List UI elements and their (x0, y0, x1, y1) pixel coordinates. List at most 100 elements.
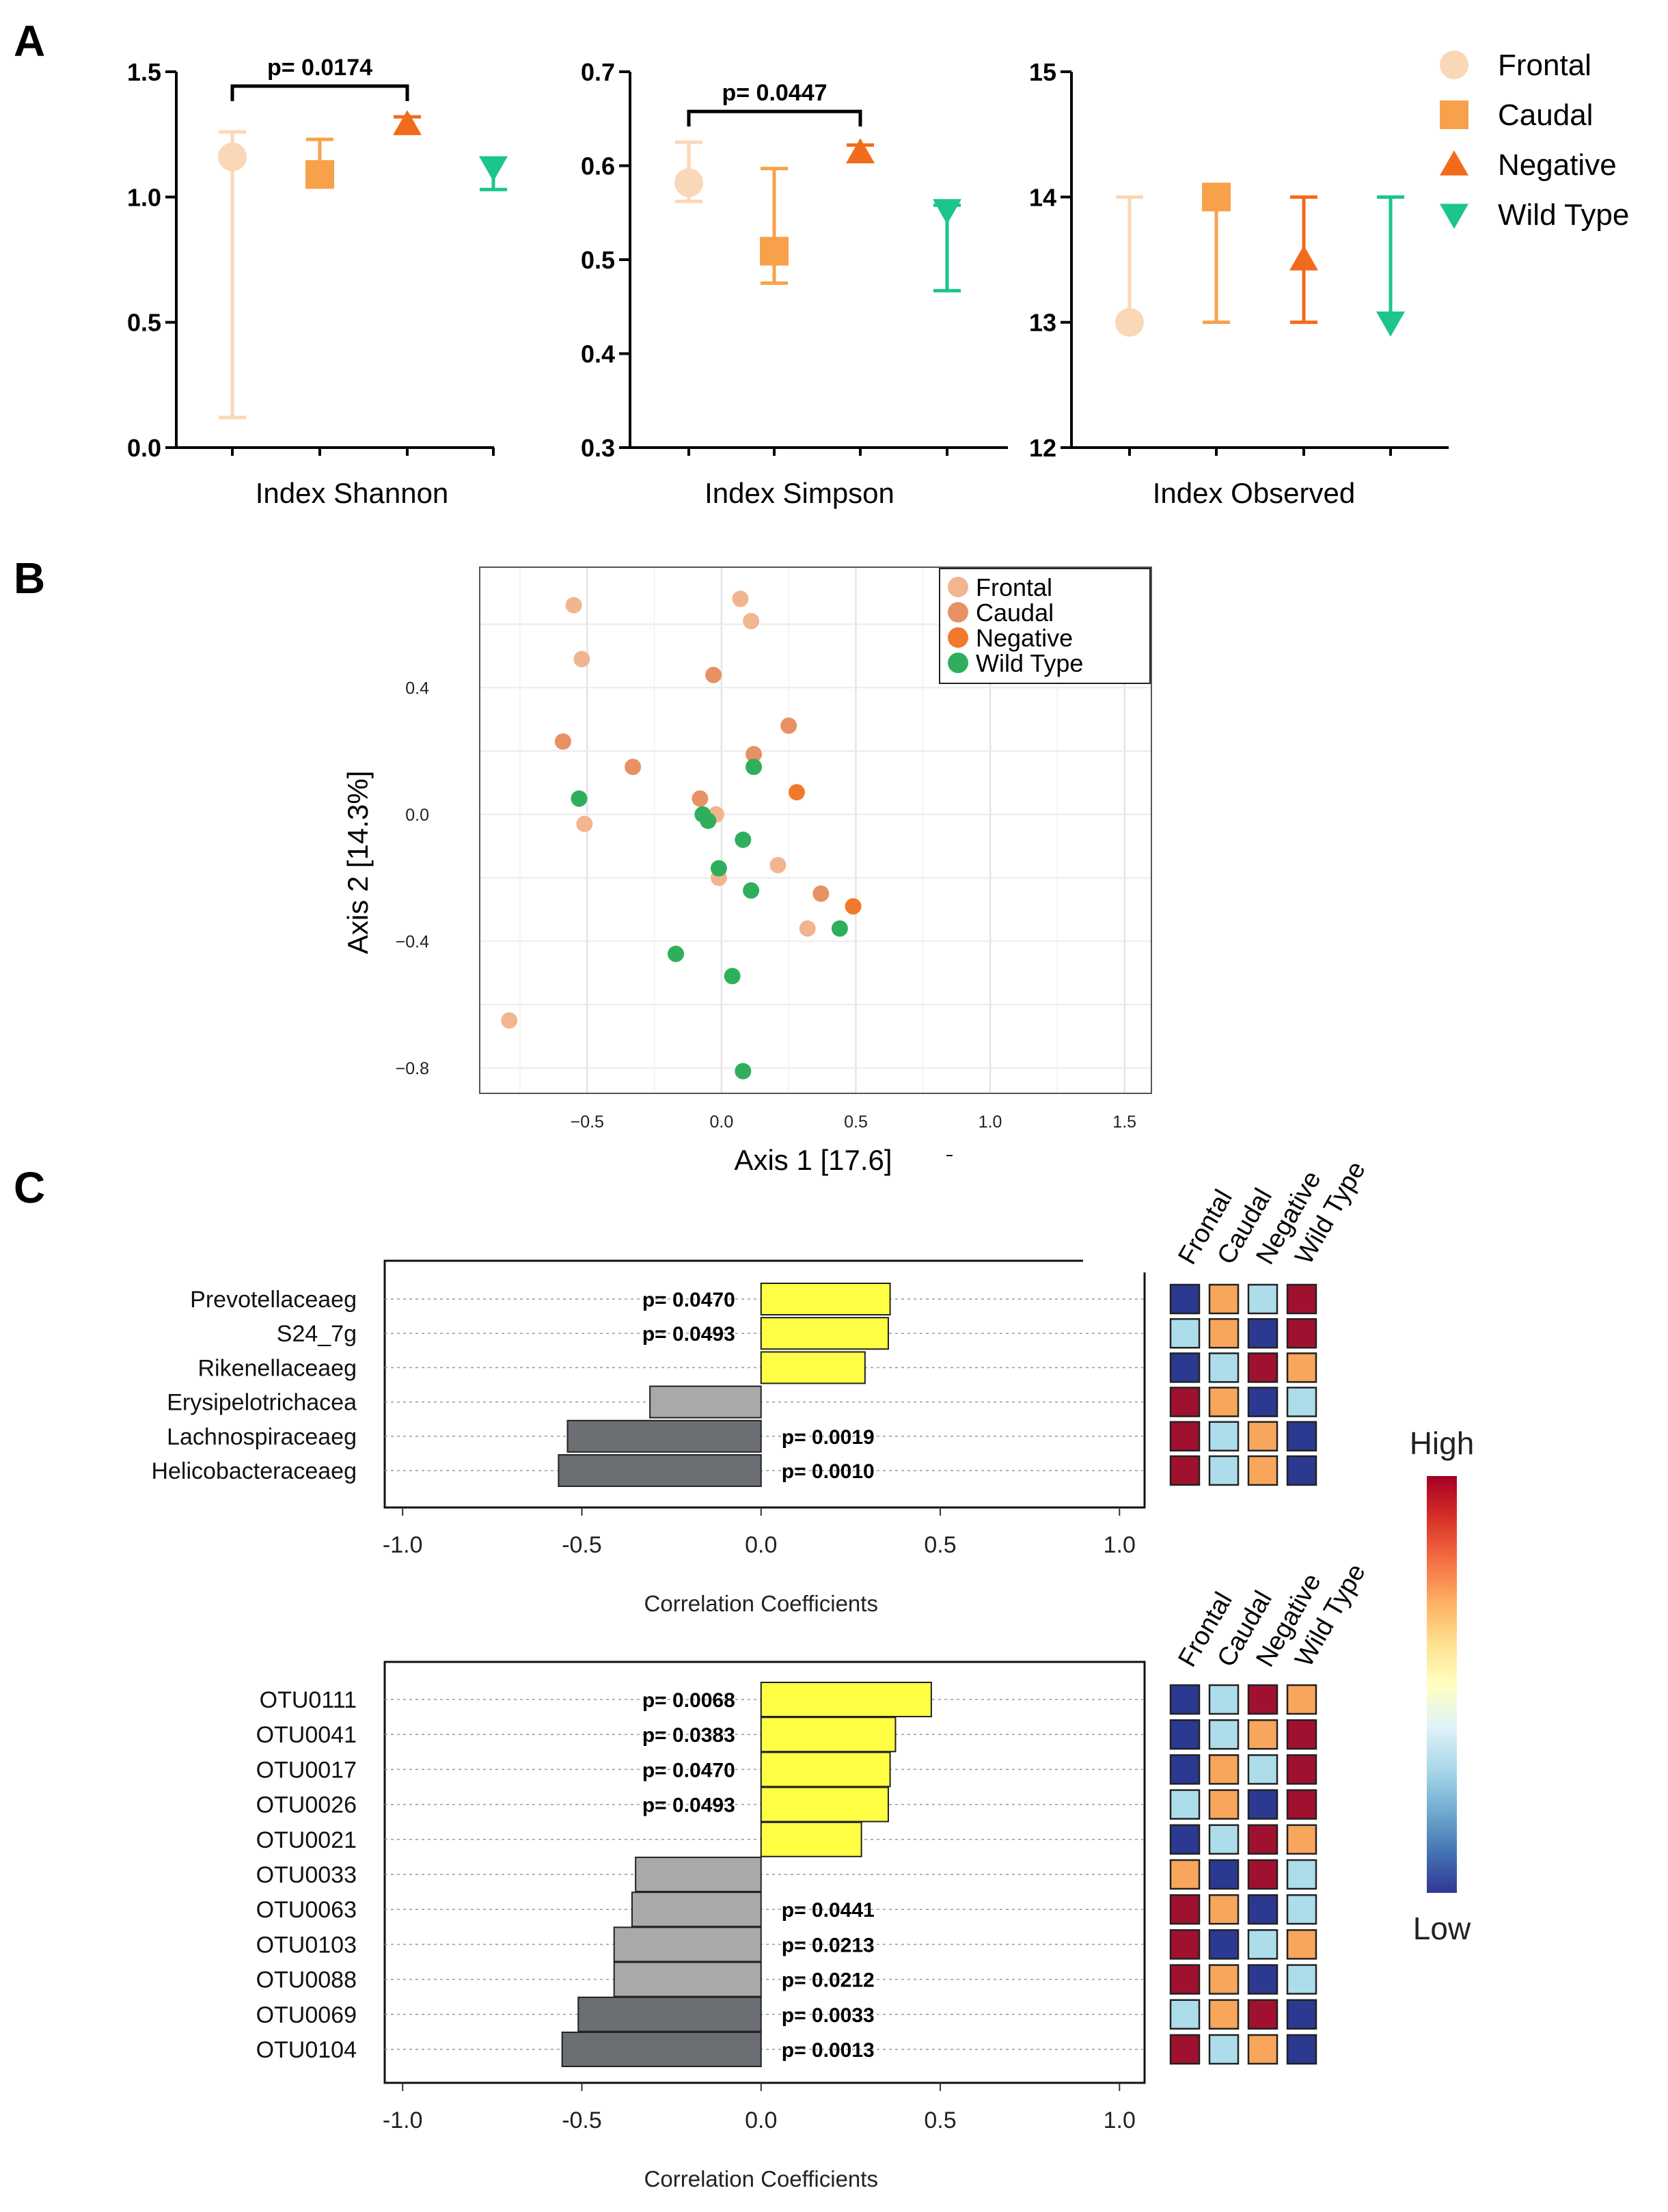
legend-item-wild-type: Wild Type (948, 649, 1083, 677)
marker-caudal (305, 160, 334, 189)
category-label: Prevotellaceaeg (190, 1287, 357, 1313)
panel-b-pcoa: −0.5 0.0 0.5 1.0 1.5 −0.8 −0.4 0.0 0.4 Axis 1 [17… (342, 566, 1152, 1176)
x-tick-label: 0.0 (745, 1532, 777, 1558)
category-label: OTU0033 (256, 1862, 357, 1888)
bar-helicobacteraceaeg (558, 1454, 762, 1487)
point-negative (846, 138, 875, 163)
pvalue-label: p= 0.0441 (782, 1899, 875, 1922)
point-negative (1289, 195, 1318, 325)
heat-cell-frontal (1169, 1859, 1201, 1890)
chart-shannon: 0.0 0.5 1.0 1.5 Index Shannon p= 0.0174 (127, 55, 508, 509)
data-point (780, 717, 797, 734)
heat-cell-negative (1247, 1387, 1279, 1417)
plot-frame (383, 1259, 1146, 1509)
heat-cell-caudal (1208, 1283, 1240, 1315)
x-axis-label: Axis 1 [17.6] (734, 1144, 892, 1176)
legend-label: Caudal (1498, 98, 1593, 132)
x-tick-label: 1.0 (1104, 2107, 1136, 2133)
category-label: OTU0063 (256, 1897, 357, 1923)
y-tick-label: 14 (1029, 183, 1056, 211)
data-point (692, 790, 709, 807)
heat-cell-negative (1247, 2034, 1279, 2065)
data-point (573, 651, 590, 668)
colorbar-high-label: High (1410, 1425, 1475, 1461)
marker-wild-type (933, 199, 961, 225)
data-point (799, 920, 816, 937)
heat-cell-negative (1247, 1317, 1279, 1349)
point-caudal (760, 167, 789, 285)
marker-negative (393, 110, 422, 135)
point-negative (393, 110, 422, 135)
marker-frontal (1115, 308, 1144, 337)
pvalue-label: p= 0.0013 (782, 2039, 875, 2062)
legend-item-caudal: Caudal (1440, 98, 1593, 132)
y-axis-label: Axis 2 [14.3%] (342, 771, 374, 954)
x-axis-label: Correlation Coefficients (644, 2166, 878, 2191)
heat-cell-wild-type (1286, 1894, 1317, 1925)
heat-cell-wild-type (1286, 1789, 1317, 1820)
pvalue-label: p= 0.0470 (642, 1759, 735, 1781)
x-tick-label: 1.5 (1112, 1112, 1136, 1132)
series-frontal (501, 590, 816, 1029)
legend-dot (948, 627, 968, 648)
bar-prevotellaceaeg (760, 1283, 891, 1315)
data-point (724, 968, 741, 985)
bar-otu0111 (760, 1682, 932, 1717)
bar-otu0063 (631, 1892, 762, 1928)
legend-marker-wild-type (1440, 204, 1468, 229)
frame-gap-corner (1143, 1259, 1148, 1271)
x-axis-label: Index Shannon (256, 477, 449, 509)
marker-wild-type (479, 156, 508, 182)
marker-caudal (1202, 182, 1231, 212)
heat-cell-frontal (1169, 1999, 1201, 2030)
category-label: OTU0021 (256, 1827, 357, 1853)
point-wild-type (1376, 195, 1405, 337)
pvalue-label: p= 0.0019 (782, 1426, 875, 1449)
pvalue-label: p= 0.0033 (782, 2004, 875, 2027)
legend-label: Frontal (976, 573, 1052, 601)
data-point (710, 860, 727, 877)
y-tick-label: 0.0 (127, 434, 161, 462)
heat-cell-caudal (1208, 1317, 1240, 1349)
y-tick-label: 0.3 (581, 434, 615, 462)
legend-label: Caudal (976, 599, 1054, 627)
data-point (746, 746, 763, 763)
heat-cell-wild-type (1286, 2034, 1317, 2065)
legend-item-wild-type: Wild Type (1440, 198, 1629, 232)
panel-label-c: C (14, 1163, 45, 1212)
heat-cell-negative (1247, 1964, 1279, 1995)
bar-otu0021 (760, 1821, 862, 1857)
heat-cell-frontal (1169, 1824, 1201, 1855)
legend-item-frontal: Frontal (948, 573, 1052, 601)
category-label: OTU0041 (256, 1722, 357, 1748)
legend-label: Negative (1498, 148, 1617, 182)
x-tick-label: 1.0 (979, 1112, 1002, 1132)
data-point (769, 857, 787, 874)
legend-label: Negative (976, 624, 1073, 652)
colorbar-gradient (1427, 1476, 1457, 1893)
category-label: Lachnospiraceaeg (167, 1424, 357, 1450)
pvalue-label: p= 0.0213 (782, 1934, 875, 1956)
x-tick-label: -1.0 (383, 1532, 423, 1558)
marker-frontal (218, 142, 247, 172)
heat-cell-caudal (1208, 1859, 1240, 1890)
y-tick-label: −0.8 (396, 1059, 429, 1078)
x-tick-label: 0.5 (924, 2107, 956, 2133)
data-point (735, 831, 752, 848)
heat-cell-caudal (1208, 1754, 1240, 1785)
legend-dot (948, 653, 968, 673)
x-axis-label: Correlation Coefficients (644, 1591, 878, 1616)
data-point (831, 920, 848, 937)
legend-box (939, 568, 1151, 684)
marker-negative (846, 138, 875, 163)
significance-bracket (230, 84, 409, 101)
category-label: Rikenellaceaeg (198, 1355, 357, 1381)
heat-cell-negative (1247, 1719, 1279, 1750)
y-tick-label: 0.5 (127, 309, 161, 337)
heat-cell-wild-type (1286, 1455, 1317, 1486)
category-label: OTU0088 (256, 1967, 357, 1993)
panel-c-otu-correlation: OTU0111 p= 0.0068 OTU0041 p= 0.0383 OTU0017 p… (256, 1559, 1371, 2191)
heat-cell-caudal (1208, 1387, 1240, 1417)
heat-cell-negative (1247, 1824, 1279, 1855)
